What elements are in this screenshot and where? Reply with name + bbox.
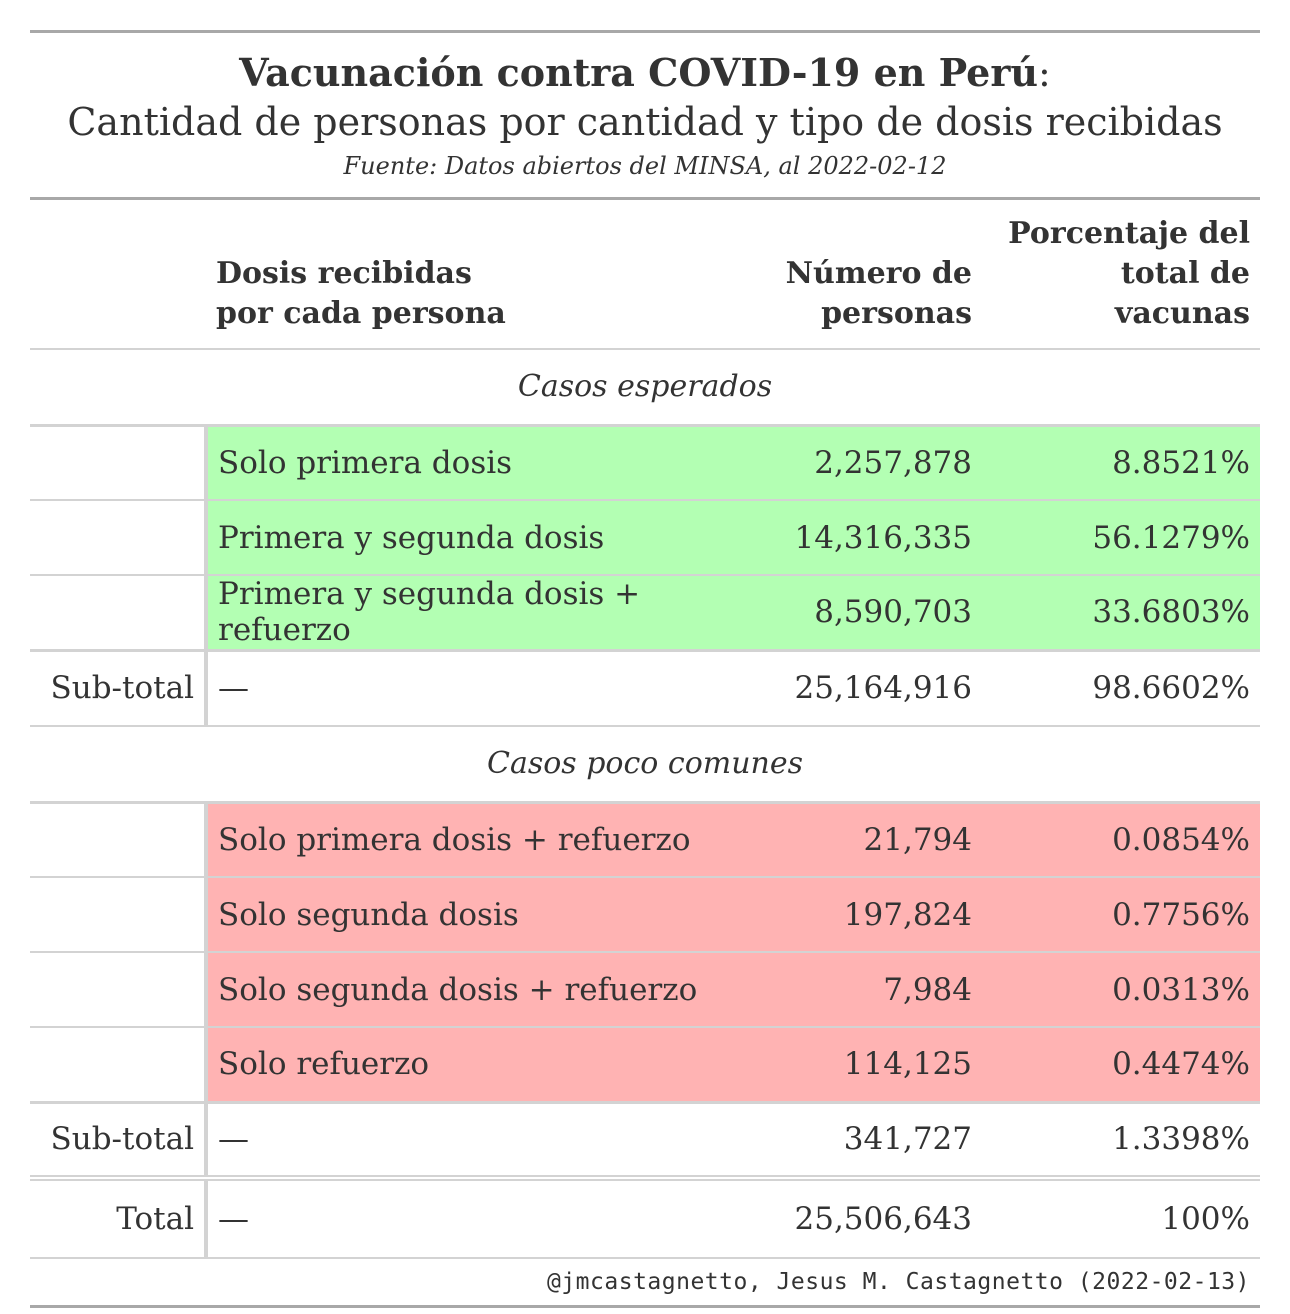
dose-cell: — [206, 648, 772, 726]
count-cell: 25,164,916 [772, 648, 982, 726]
title-rule [30, 197, 1260, 200]
header-pct-line2: total de vacunas [1114, 256, 1250, 331]
header-pct: Porcentaje del total de vacunas [982, 200, 1260, 349]
group-label: Casos poco comunes [30, 725, 1260, 802]
header-dose-line2: por cada persona [216, 296, 506, 331]
table-row: Solo refuerzo 114,125 0.4474% [30, 1026, 1260, 1102]
percent-cell: 33.6803% [982, 574, 1260, 650]
total-label: Total [30, 1175, 208, 1259]
count-cell: 7,984 [772, 951, 982, 1027]
subtotal-row-uncommon: Sub-total — 341,727 1.3398% [30, 1100, 1260, 1178]
bottom-rule [30, 1305, 1260, 1308]
source-note: Fuente: Datos abiertos del MINSA, al 202… [343, 152, 947, 180]
count-cell: 341,727 [772, 1100, 982, 1178]
title-main: Vacunación contra COVID-19 en Perú [239, 50, 1039, 95]
credit-footer: @jmcastagnetto, Jesus M. Castagnetto (20… [546, 1269, 1250, 1295]
dose-cell: — [206, 1100, 772, 1178]
dose-cell: Solo primera dosis + refuerzo [206, 800, 772, 877]
top-rule [30, 30, 1260, 33]
row-stub [30, 800, 208, 877]
dose-cell: Solo segunda dosis [206, 876, 772, 952]
header-row: Dosis recibidas por cada persona Número d… [30, 200, 1260, 349]
row-stub [30, 876, 208, 952]
row-stub [30, 499, 208, 575]
header-pct-line1: Porcentaje del [1008, 216, 1250, 251]
table-frame: Vacunación contra COVID-19 en Perú: Cant… [30, 30, 1260, 1308]
percent-cell: 0.4474% [982, 1026, 1260, 1102]
title-block: Vacunación contra COVID-19 en Perú: Cant… [30, 33, 1260, 197]
table-row: Primera y segunda dosis 14,316,335 56.12… [30, 499, 1260, 575]
header-num-line2: personas [821, 296, 972, 331]
count-cell: 8,590,703 [772, 574, 982, 650]
count-cell: 197,824 [772, 876, 982, 952]
group-row-uncommon: Casos poco comunes [30, 725, 1260, 802]
dose-cell: — [206, 1175, 772, 1259]
dose-cell: Solo primera dosis [206, 423, 772, 500]
count-cell: 2,257,878 [772, 423, 982, 500]
dose-cell: Primera y segunda dosis [206, 499, 772, 575]
table-title: Vacunación contra COVID-19 en Perú: [30, 49, 1260, 97]
row-stub [30, 951, 208, 1027]
count-cell: 21,794 [772, 800, 982, 877]
header-dose-line1: Dosis recibidas [216, 256, 472, 291]
count-cell: 114,125 [772, 1026, 982, 1102]
percent-cell: 0.0854% [982, 800, 1260, 877]
row-stub [30, 423, 208, 500]
header-stub [30, 200, 206, 349]
subtotal-label: Sub-total [30, 648, 208, 726]
percent-cell: 0.0313% [982, 951, 1260, 1027]
percent-cell: 98.6602% [982, 648, 1260, 726]
table-row: Solo primera dosis + refuerzo 21,794 0.0… [30, 800, 1260, 877]
row-stub [30, 1026, 208, 1102]
subtotal-row-expected: Sub-total — 25,164,916 98.6602% [30, 648, 1260, 726]
vaccination-table: Dosis recibidas por cada persona Número d… [30, 200, 1260, 1259]
percent-cell: 8.8521% [982, 423, 1260, 500]
percent-cell: 100% [982, 1175, 1260, 1259]
table-subtitle: Cantidad de personas por cantidad y tipo… [67, 100, 1223, 144]
subtotal-label: Sub-total [30, 1100, 208, 1178]
table-row: Solo segunda dosis + refuerzo 7,984 0.03… [30, 951, 1260, 1027]
dose-cell: Solo refuerzo [206, 1026, 772, 1102]
table-row: Solo primera dosis 2,257,878 8.8521% [30, 423, 1260, 500]
percent-cell: 56.1279% [982, 499, 1260, 575]
table-row: Primera y segunda dosis + refuerzo 8,590… [30, 574, 1260, 650]
table-row: Solo segunda dosis 197,824 0.7756% [30, 876, 1260, 952]
total-row: Total — 25,506,643 100% [30, 1175, 1260, 1259]
percent-cell: 1.3398% [982, 1100, 1260, 1178]
count-cell: 25,506,643 [772, 1175, 982, 1259]
group-row-expected: Casos esperados [30, 348, 1260, 425]
header-num: Número de personas [772, 200, 982, 349]
group-label: Casos esperados [30, 348, 1260, 425]
header-num-line1: Número de [785, 256, 972, 291]
dose-cell: Primera y segunda dosis + refuerzo [206, 574, 772, 650]
row-stub [30, 574, 208, 650]
count-cell: 14,316,335 [772, 499, 982, 575]
title-colon: : [1038, 51, 1051, 95]
dose-cell: Solo segunda dosis + refuerzo [206, 951, 772, 1027]
percent-cell: 0.7756% [982, 876, 1260, 952]
header-dose: Dosis recibidas por cada persona [206, 200, 772, 349]
